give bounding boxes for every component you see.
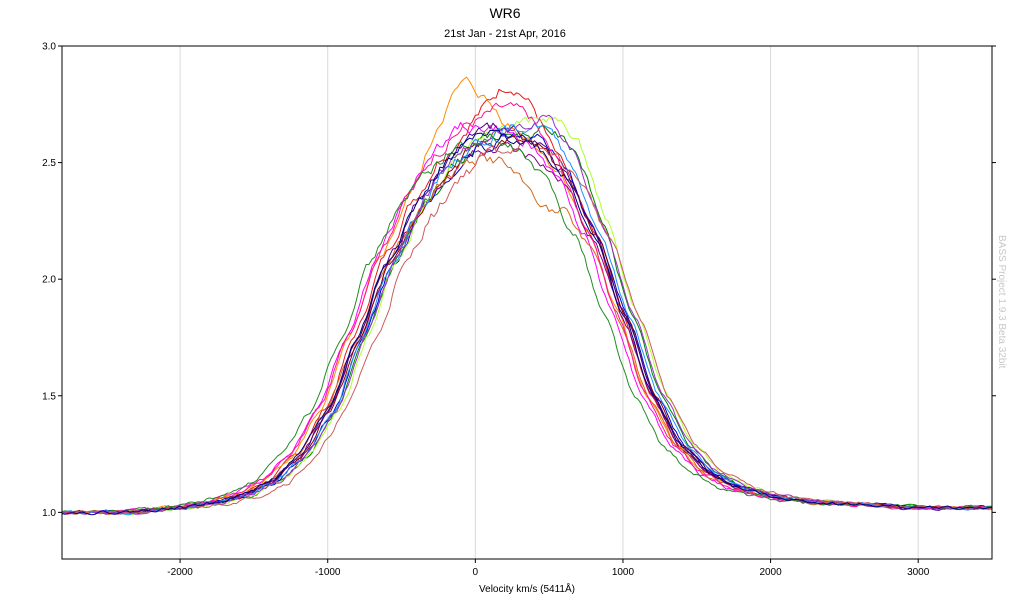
y-tick-label: 2.0 (42, 275, 56, 286)
x-axis-label: Velocity km/s (5411Å) (479, 582, 575, 595)
x-tick-label: -2000 (167, 567, 193, 578)
chart-title: WR6 (489, 5, 520, 21)
series-line-14 (62, 114, 993, 515)
series-line-15 (61, 139, 993, 515)
x-tick-label: 3000 (907, 567, 930, 578)
series-line-4 (61, 133, 993, 515)
axes: -2000 -1000 0 1000 2000 3000 1.0 1.5 2.0 2.5 3.0 (42, 42, 996, 578)
series-line-11 (61, 102, 993, 515)
series-group (61, 76, 993, 516)
series-line-5 (61, 142, 993, 515)
x-tick-label: 2000 (759, 567, 782, 578)
series-line-16 (61, 129, 993, 516)
y-tick-label: 2.5 (42, 158, 56, 169)
series-line-7 (61, 116, 993, 516)
plot-area-frame (61, 45, 993, 560)
series-line-9 (61, 154, 993, 515)
y-tick-label: 3.0 (42, 42, 56, 53)
grid-lines (179, 46, 919, 559)
chart-subtitle: 21st Jan - 21st Apr, 2016 (444, 28, 566, 40)
series-line-12 (61, 136, 993, 514)
y-tick-label: 1.5 (42, 391, 56, 402)
y-tick-label: 1.0 (42, 508, 56, 519)
series-line-3 (61, 125, 993, 514)
series-line-6 (61, 122, 993, 515)
series-line-2 (61, 76, 993, 516)
series-line-10 (61, 122, 993, 515)
series-line-8 (61, 135, 992, 514)
software-watermark: BASS Project 1.9.3 Beta 32bit (996, 235, 1007, 369)
series-line-1 (61, 88, 993, 515)
x-tick-label: -1000 (315, 567, 341, 578)
x-tick-label: 0 (473, 567, 479, 578)
x-tick-label: 1000 (612, 567, 635, 578)
series-line-13 (61, 122, 993, 516)
